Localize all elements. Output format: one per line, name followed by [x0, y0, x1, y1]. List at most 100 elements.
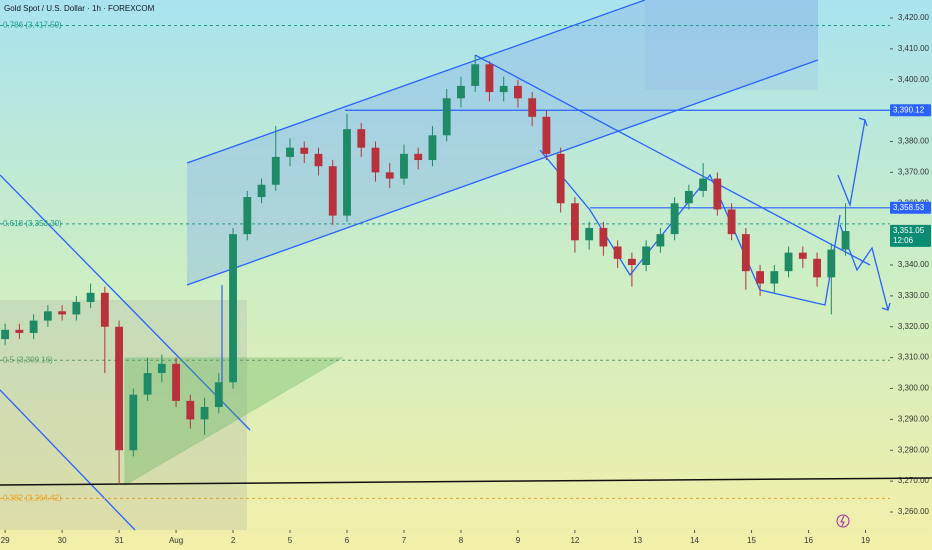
channel-fill-top — [645, 0, 818, 90]
candle-body — [200, 407, 209, 420]
event-icon[interactable] — [836, 514, 850, 528]
down-trendline — [474, 54, 871, 266]
x-tick-label: 16 — [804, 536, 813, 545]
x-tick-label: 14 — [690, 536, 699, 545]
price-badge-label: 3,358.53 — [893, 203, 925, 212]
price-badge — [890, 224, 931, 247]
candle-body — [428, 135, 437, 161]
candle-body — [15, 329, 24, 333]
candle-body — [328, 166, 337, 216]
x-tick-label: 30 — [58, 536, 67, 545]
candle-body — [670, 203, 679, 235]
x-tick-label: 29 — [1, 536, 10, 545]
candle-body — [129, 394, 138, 451]
candle-body — [229, 234, 237, 383]
x-tick-label: 7 — [402, 536, 407, 545]
x-tick-label: 6 — [345, 536, 350, 545]
candle-body — [243, 197, 252, 235]
price-badge-label: 3,351.05 — [893, 226, 925, 235]
candle-body — [214, 382, 223, 408]
event-icon-bolt — [840, 515, 845, 527]
candle-body — [784, 252, 793, 272]
candle-body — [357, 129, 366, 148]
y-tick-label: 3,410.00 — [898, 44, 930, 53]
arrow-up — [837, 119, 866, 208]
candle-body — [542, 116, 551, 154]
support-line — [0, 477, 932, 486]
candle-body — [556, 153, 565, 204]
candle-body — [528, 98, 537, 117]
candle-body — [813, 258, 821, 278]
x-tick-label: 31 — [115, 536, 124, 545]
candle-body — [86, 292, 95, 303]
y-tick-label: 3,340.00 — [898, 260, 930, 269]
x-tick-label: 19 — [861, 536, 870, 545]
candle-body — [827, 249, 836, 278]
candle-body — [642, 246, 651, 265]
candle-body — [471, 64, 480, 86]
candle-body — [627, 258, 636, 265]
candle-body — [442, 98, 451, 136]
candle-body — [727, 209, 736, 235]
x-tick-label: 12 — [570, 536, 579, 545]
down-channel-upper — [0, 174, 251, 431]
candle-body — [43, 311, 52, 321]
candle-body — [414, 153, 423, 161]
candle-body — [286, 147, 294, 157]
candle-body — [457, 85, 465, 99]
candle-body — [599, 227, 608, 247]
candle-body — [1, 329, 10, 340]
candle-body — [371, 147, 380, 173]
price-badge-label: 3,390.12 — [893, 105, 925, 114]
candle-body — [656, 234, 665, 247]
candle-body — [841, 231, 850, 250]
y-tick-label: 3,420.00 — [898, 13, 930, 22]
fib-label: 0.786 (3,417.59) — [3, 21, 62, 30]
candle-body — [257, 184, 266, 198]
x-tick-label: 15 — [747, 536, 756, 545]
candle-body — [100, 292, 109, 327]
candle-body — [613, 246, 622, 259]
x-tick-label: 13 — [633, 536, 642, 545]
candle-body — [684, 190, 693, 204]
candle-body — [585, 227, 594, 241]
y-tick-label: 3,370.00 — [898, 167, 930, 176]
fib-label: 0.382 (3,264.42) — [3, 493, 62, 502]
candle-body — [143, 373, 152, 395]
countdown: 12:06 — [893, 236, 914, 245]
candle-body — [741, 234, 750, 272]
channel-upper — [186, 0, 646, 164]
candle-body — [499, 85, 508, 93]
y-tick-label: 3,380.00 — [898, 137, 930, 146]
y-tick-label: 3,400.00 — [898, 75, 930, 84]
x-tick-label: 9 — [516, 536, 521, 545]
channel-lower — [186, 59, 819, 286]
chart-title: Gold Spot / U.S. Dollar · 1h · FOREXCOM — [4, 4, 155, 13]
y-tick-label: 3,260.00 — [898, 507, 930, 516]
candle-body — [699, 178, 708, 191]
candle-body — [798, 252, 807, 259]
candle-body — [58, 311, 67, 315]
arrow-head — [858, 117, 868, 127]
y-tick-label: 3,330.00 — [898, 291, 930, 300]
candle-body — [400, 153, 408, 179]
down-channel-lower — [0, 389, 136, 531]
candle-body — [271, 156, 280, 185]
candle-body — [157, 363, 166, 374]
y-tick-label: 3,280.00 — [898, 445, 930, 454]
price-badge — [890, 104, 931, 117]
x-tick-label: 2 — [231, 536, 236, 545]
candle-body — [186, 400, 195, 420]
candle-body — [514, 85, 522, 99]
price-badge — [890, 201, 931, 214]
arrow-head — [881, 302, 891, 311]
candle-body — [172, 363, 180, 401]
x-tick-label: Aug — [169, 536, 183, 545]
candle-body — [29, 320, 38, 333]
candle-body — [756, 271, 765, 284]
candle-body — [115, 326, 124, 451]
candle-body — [314, 153, 323, 167]
candle-body — [770, 271, 779, 284]
candle-body — [713, 178, 722, 210]
